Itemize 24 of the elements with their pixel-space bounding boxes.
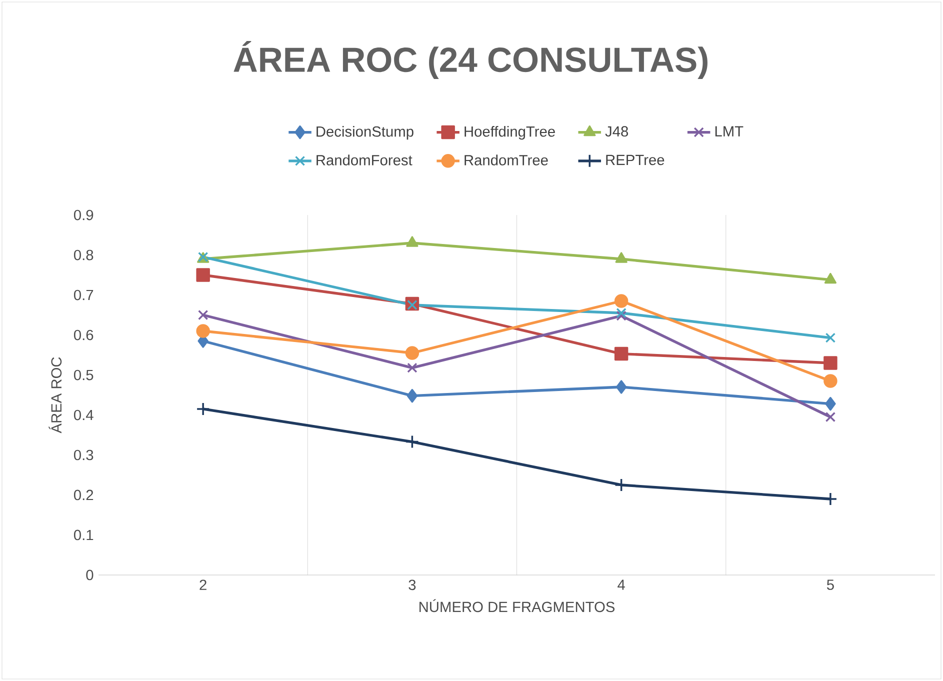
chart-title: ÁREA ROC (24 CONSULTAS) [234,41,708,79]
y-tick-label: 0.4 [74,410,94,420]
x-tick-label: 5 [826,580,834,590]
y-tick-label: 0.6 [74,330,94,340]
y-tick-label: 0.5 [74,370,94,380]
y-tick-label: 0.3 [74,450,94,460]
legend-label: HoeffdingTree [464,126,555,140]
y-tick-label: 0.8 [74,250,94,260]
legend-label: DecisionStump [316,126,414,140]
legend-label: RandomForest [316,154,412,166]
legend-label: RandomTree [464,154,548,166]
legend-label: REPTree [606,154,664,166]
y-axis-title: ÁREA ROC [48,357,62,434]
y-tick-label: 0.1 [74,530,94,540]
x-tick-label: 3 [408,580,416,590]
y-tick-label: 0.2 [74,490,94,500]
y-tick-label: 0.7 [74,290,94,300]
legend-label: J48 [605,126,628,137]
y-tick-label: 0 [86,570,94,580]
x-axis-title: NÚMERO DE FRAGMENTOS [420,599,615,612]
x-tick-label: 4 [618,580,625,590]
y-tick-label: 0.9 [74,210,94,220]
legend-label: LMT [715,126,744,136]
x-tick-label: 2 [200,580,206,590]
